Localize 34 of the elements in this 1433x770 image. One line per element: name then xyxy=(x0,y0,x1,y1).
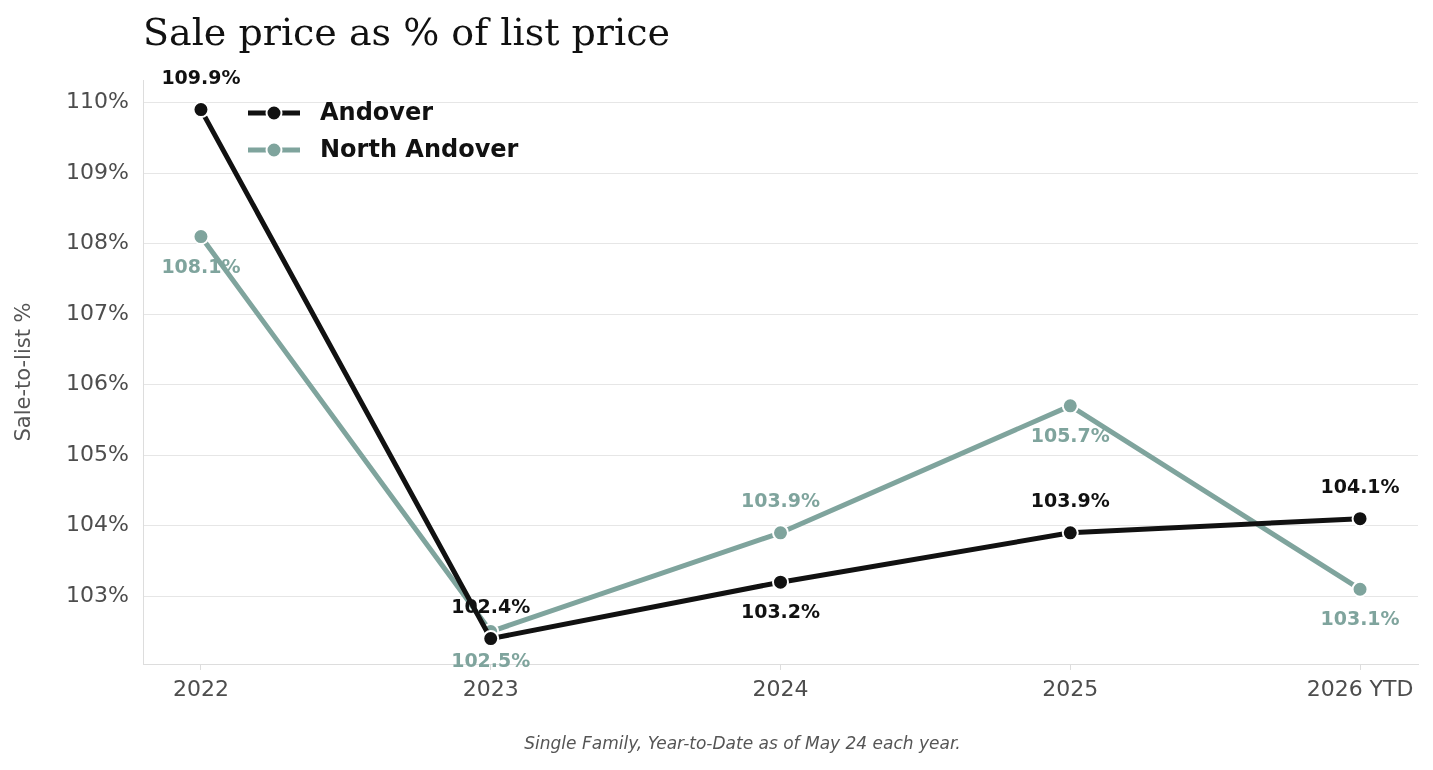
data-label: 102.5% xyxy=(451,649,531,672)
point xyxy=(1061,397,1079,415)
y-tick-label: 105% xyxy=(66,440,129,466)
y-tick-label: 108% xyxy=(66,229,129,255)
data-label: 103.2% xyxy=(740,600,821,623)
data-label: 103.9% xyxy=(740,488,821,511)
data-label: 105.7% xyxy=(1030,423,1110,446)
data-label: 103.9% xyxy=(1030,488,1110,511)
x-tick-label: 2024 xyxy=(752,675,809,701)
legend-label: North Andover xyxy=(320,135,519,164)
data-label: 104.1% xyxy=(1320,474,1400,497)
chart-title: Sale price as % of list price xyxy=(143,10,670,54)
point xyxy=(192,228,210,246)
point xyxy=(1351,580,1369,598)
point xyxy=(1061,524,1079,542)
data-label: 103.1% xyxy=(1320,607,1400,630)
point xyxy=(772,573,789,591)
point xyxy=(1351,510,1369,528)
x-tick-label: 2026 YTD xyxy=(1306,675,1414,701)
y-axis-title: Sale-to-list % xyxy=(11,302,36,442)
y-tick-label: 104% xyxy=(66,511,129,537)
y-tick-label: 106% xyxy=(66,370,129,396)
x-tick-label: 2023 xyxy=(462,675,519,701)
y-tick-label: 109% xyxy=(66,158,129,184)
text: Single Family, Year-to-Date as of May 24 each year. xyxy=(524,733,961,754)
y-tick-label: 103% xyxy=(66,582,129,608)
x-tick-label: 2025 xyxy=(1042,675,1099,701)
y-tick-label: 110% xyxy=(66,88,129,114)
point xyxy=(772,524,789,542)
point xyxy=(192,101,210,119)
x-tick-label: 2022 xyxy=(172,675,229,701)
legend-label: Andover xyxy=(320,98,434,127)
y-tick-label: 107% xyxy=(66,299,129,325)
data-label: 109.9% xyxy=(161,65,241,88)
